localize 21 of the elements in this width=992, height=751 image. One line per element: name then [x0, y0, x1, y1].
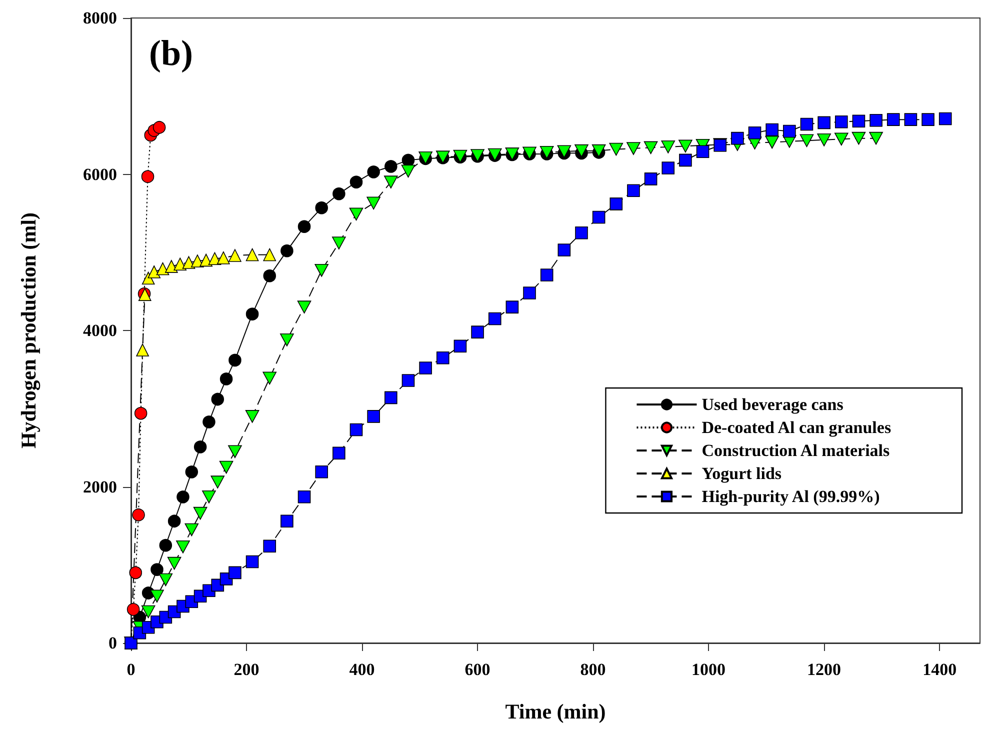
x-axis-title: Time (min) [505, 700, 606, 724]
y-tick-label: 8000 [83, 8, 117, 28]
legend-label: Construction Al materials [702, 441, 890, 460]
y-tick-label: 0 [108, 634, 117, 652]
legend-label: Yogurt lids [702, 464, 782, 483]
x-tick-label: 200 [234, 660, 260, 679]
y-tick-label: 4000 [83, 321, 117, 340]
y-tick-label: 2000 [83, 477, 117, 496]
x-tick-label: 400 [349, 660, 375, 679]
y-tick-label: 6000 [83, 164, 117, 184]
legend-label: Used beverage cans [702, 395, 844, 414]
x-tick-label: 600 [464, 660, 490, 679]
annotation: (b) [149, 33, 193, 73]
x-tick-label: 1400 [922, 660, 957, 679]
legend-label: High-purity Al (99.99%) [702, 487, 880, 506]
x-tick-label: 800 [580, 660, 606, 679]
legend-label: De-coated Al can granules [702, 418, 892, 437]
y-axis-title: Hydrogen production (ml) [16, 212, 40, 449]
x-tick-label: 1200 [807, 660, 842, 679]
x-tick-label: 1000 [692, 660, 726, 679]
x-tick-label: 0 [126, 660, 136, 679]
